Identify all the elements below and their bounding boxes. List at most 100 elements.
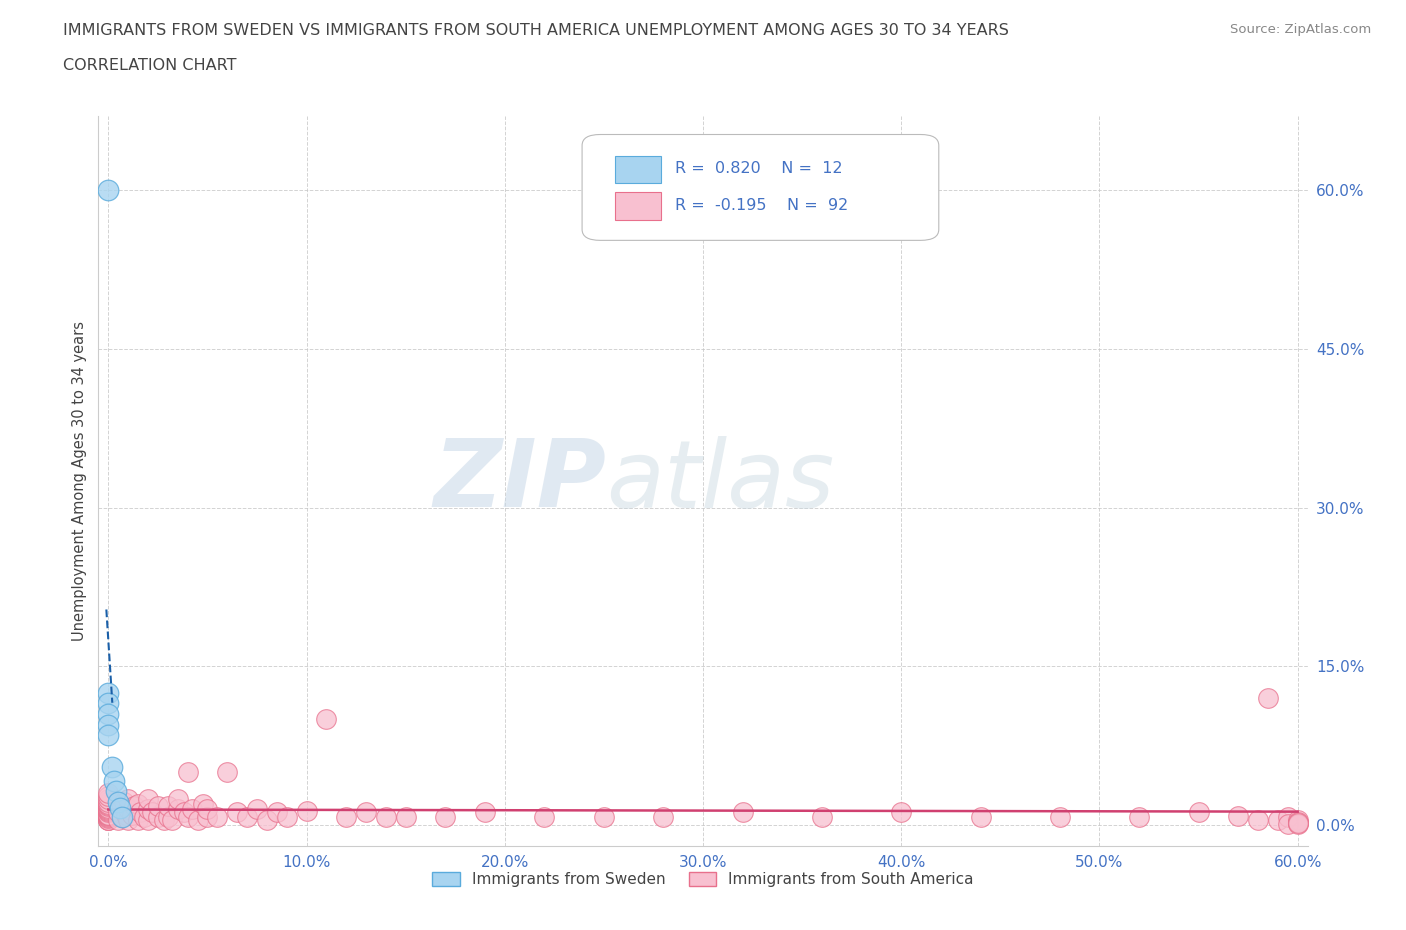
Point: [197, 802, 219, 817]
Point: [107, 794, 129, 809]
Point: [117, 802, 139, 817]
Point: [335, 809, 357, 824]
Point: [246, 802, 269, 817]
Point: [1286, 816, 1309, 830]
Point: [1286, 813, 1309, 828]
Point: [97, 807, 120, 822]
Point: [105, 784, 128, 799]
Point: [811, 809, 834, 824]
Point: [1227, 808, 1250, 823]
Point: [474, 805, 496, 820]
Point: [111, 799, 134, 814]
Point: [107, 813, 129, 828]
Point: [136, 791, 159, 806]
Point: [97, 805, 120, 820]
FancyBboxPatch shape: [582, 135, 939, 240]
Point: [969, 809, 991, 824]
Point: [117, 813, 139, 828]
Point: [136, 813, 159, 828]
Point: [97, 796, 120, 811]
Point: [295, 804, 318, 818]
Y-axis label: Unemployment Among Ages 30 to 34 years: Unemployment Among Ages 30 to 34 years: [72, 321, 87, 642]
Text: CORRELATION CHART: CORRELATION CHART: [63, 58, 236, 73]
Point: [127, 813, 149, 828]
Point: [97, 799, 120, 814]
Point: [166, 791, 188, 806]
Point: [141, 805, 163, 820]
Point: [1286, 817, 1309, 831]
Point: [107, 805, 129, 820]
Point: [166, 802, 188, 817]
Point: [97, 813, 120, 828]
Point: [97, 798, 120, 813]
Point: [111, 809, 134, 824]
Point: [146, 799, 169, 814]
Point: [153, 813, 176, 828]
Point: [122, 799, 145, 814]
Point: [1267, 813, 1289, 828]
Point: [97, 810, 120, 825]
Point: [731, 805, 754, 820]
Point: [434, 809, 457, 824]
Point: [97, 791, 120, 806]
Point: [176, 764, 198, 779]
Bar: [614, 155, 661, 183]
Point: [117, 791, 139, 806]
Point: [173, 805, 195, 820]
Point: [315, 711, 337, 726]
Point: [129, 805, 152, 820]
Text: Source: ZipAtlas.com: Source: ZipAtlas.com: [1230, 23, 1371, 36]
Point: [1257, 691, 1279, 706]
Point: [1128, 809, 1150, 824]
Point: [1286, 816, 1309, 830]
Point: [97, 801, 120, 816]
Point: [652, 809, 675, 824]
Text: IMMIGRANTS FROM SWEDEN VS IMMIGRANTS FROM SOUTH AMERICA UNEMPLOYMENT AMONG AGES : IMMIGRANTS FROM SWEDEN VS IMMIGRANTS FRO…: [63, 23, 1010, 38]
Point: [160, 813, 183, 828]
Point: [354, 805, 377, 820]
Point: [97, 809, 120, 824]
Point: [97, 802, 120, 817]
Point: [1286, 815, 1309, 830]
Point: [110, 801, 132, 816]
Point: [217, 764, 239, 779]
Point: [121, 807, 143, 822]
Point: [97, 183, 120, 198]
Point: [266, 805, 288, 820]
Point: [112, 794, 135, 809]
Point: [176, 809, 198, 824]
Point: [97, 807, 120, 822]
Point: [132, 809, 155, 824]
Point: [395, 809, 418, 824]
Point: [186, 813, 208, 828]
Point: [97, 813, 120, 828]
Legend: Immigrants from Sweden, Immigrants from South America: Immigrants from Sweden, Immigrants from …: [426, 866, 980, 894]
Point: [236, 809, 259, 824]
Point: [156, 799, 179, 814]
Point: [533, 809, 555, 824]
Text: R =  -0.195    N =  92: R = -0.195 N = 92: [675, 198, 848, 213]
Point: [97, 786, 120, 801]
Point: [207, 809, 229, 824]
Point: [374, 809, 396, 824]
Point: [1277, 817, 1299, 831]
Point: [890, 805, 912, 820]
Point: [115, 807, 138, 822]
Point: [1187, 805, 1209, 820]
Point: [136, 802, 159, 817]
Point: [593, 809, 616, 824]
Point: [193, 796, 215, 811]
Point: [127, 796, 149, 811]
Point: [97, 813, 120, 828]
Point: [226, 805, 249, 820]
Point: [97, 804, 120, 818]
Point: [111, 809, 134, 824]
Point: [146, 809, 169, 824]
Point: [97, 788, 120, 803]
Point: [1247, 813, 1270, 828]
Point: [156, 809, 179, 824]
Text: atlas: atlas: [606, 436, 835, 526]
Point: [197, 809, 219, 824]
Point: [97, 794, 120, 809]
Point: [1049, 809, 1071, 824]
